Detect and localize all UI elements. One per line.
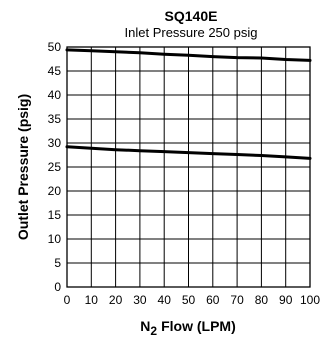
series-line-1 <box>65 145 312 160</box>
x-axis-label-text: Flow (LPM) <box>161 318 236 334</box>
y-tick-label-10: 50 <box>48 40 62 54</box>
plot-frame <box>66 46 311 288</box>
y-tick-label-6: 30 <box>48 136 62 150</box>
y-tick-label-7: 35 <box>48 112 62 126</box>
y-tick-label-2: 10 <box>48 232 62 246</box>
y-axis-label: Outlet Pressure (psig) <box>15 94 31 240</box>
x-tick-label-1: 10 <box>85 293 99 307</box>
chart-subtitle: Inlet Pressure 250 psig <box>125 25 258 40</box>
x-tick-label-4: 40 <box>158 293 172 307</box>
y-tick-label-0: 0 <box>54 280 61 294</box>
x-tick-label-8: 80 <box>255 293 269 307</box>
x-tick-label-6: 60 <box>206 293 220 307</box>
x-tick-label-7: 70 <box>230 293 244 307</box>
y-tick-label-1: 5 <box>54 256 61 270</box>
chart-title: SQ140E <box>165 8 218 24</box>
x-tick-label-10: 100 <box>300 293 320 307</box>
series-line-0 <box>65 48 312 62</box>
x-tick-labels: 0 10 20 30 40 50 60 70 80 90 100 <box>64 293 320 307</box>
y-tick-label-8: 40 <box>48 88 62 102</box>
x-tick-label-0: 0 <box>64 293 71 307</box>
x-tick-label-2: 20 <box>109 293 123 307</box>
y-tick-labels: 0 5 10 15 20 25 30 35 40 45 50 <box>48 40 62 294</box>
series-lines <box>65 48 312 160</box>
y-tick-label-5: 25 <box>48 160 62 174</box>
x-axis-label: N2 Flow (LPM) <box>140 318 235 338</box>
grid-lines <box>66 46 311 288</box>
x-tick-label-5: 50 <box>182 293 196 307</box>
x-axis-label-prefix: N <box>140 318 150 334</box>
x-axis-label-subscript: 2 <box>150 324 157 338</box>
y-tick-label-4: 20 <box>48 184 62 198</box>
y-tick-label-3: 15 <box>48 208 62 222</box>
x-tick-label-3: 30 <box>133 293 147 307</box>
y-tick-label-9: 45 <box>48 64 62 78</box>
x-tick-label-9: 90 <box>279 293 293 307</box>
